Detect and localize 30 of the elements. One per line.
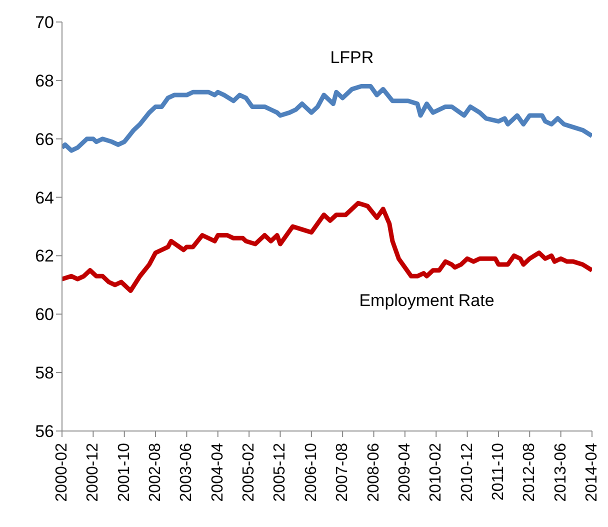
x-tick-label: 2013-06 xyxy=(552,442,570,502)
y-tick-label: 60 xyxy=(35,305,54,324)
series-label: LFPR xyxy=(330,48,374,68)
x-tick-label: 2003-06 xyxy=(178,442,196,502)
x-tick-label: 2011-10 xyxy=(490,442,507,501)
x-tick-label: 2010-02 xyxy=(428,442,445,502)
x-tick-label: 2009-04 xyxy=(396,442,414,502)
x-tick-label: 2005-12 xyxy=(272,442,289,502)
x-tick-label: 2007-08 xyxy=(334,442,352,502)
x-tick-label: 2012-08 xyxy=(521,442,538,502)
y-tick-label: 70 xyxy=(35,13,54,32)
x-tick-label: 2004-04 xyxy=(209,442,226,502)
x-tick-label: 2006-10 xyxy=(302,442,320,502)
y-tick-label: 62 xyxy=(35,246,54,266)
x-tick-label: 2000-02 xyxy=(54,442,70,502)
x-tick-label: 2008-06 xyxy=(365,442,382,502)
line-series xyxy=(62,84,592,153)
x-tick-label: 2001-10 xyxy=(116,442,133,502)
y-tick-label: 66 xyxy=(35,130,54,149)
x-tick-label: 2002-08 xyxy=(147,442,164,502)
y-tick-label: 64 xyxy=(35,188,54,208)
x-tick-label: 2010-12 xyxy=(458,442,476,502)
y-tick-label: 68 xyxy=(35,71,54,90)
x-tick-label: 2005-02 xyxy=(240,442,258,502)
x-tick-label: 2014-04 xyxy=(584,442,600,502)
line-series xyxy=(62,200,592,294)
y-tick-label: 56 xyxy=(35,422,54,442)
series-label: Employment Rate xyxy=(359,291,494,310)
x-tick-label: 2000-12 xyxy=(84,442,102,502)
y-tick-label: 58 xyxy=(35,364,54,383)
